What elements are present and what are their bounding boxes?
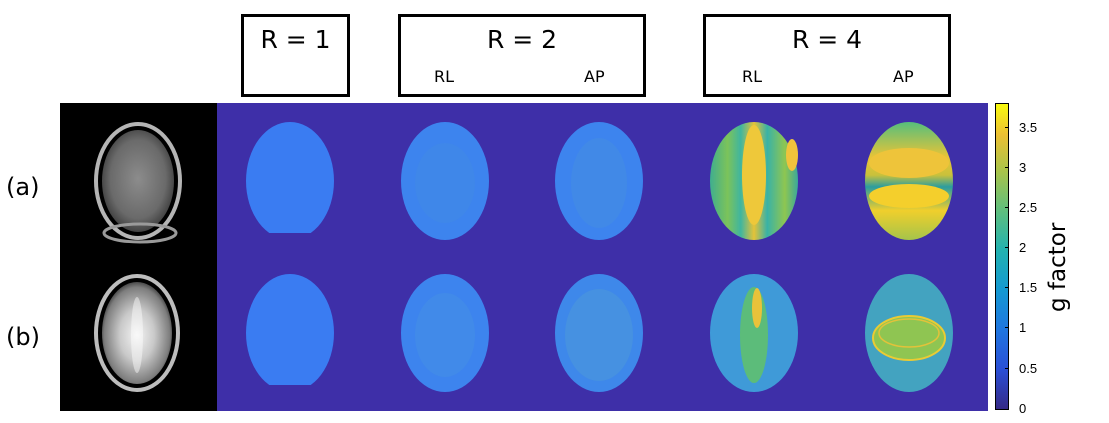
- header-box-r2: R = 2 RL AP: [398, 14, 646, 97]
- magnitude-image-a: [94, 122, 182, 244]
- header-sub-r2-rl: RL: [434, 67, 455, 86]
- map-a-r2-ap: [555, 122, 643, 240]
- header-title-r1: R = 1: [260, 25, 331, 54]
- header-box-r1: R = 1: [241, 14, 350, 97]
- map-b-r4-rl: [710, 274, 798, 392]
- map-b-r2-ap: [555, 274, 643, 392]
- colorbar-tickmark: [1005, 368, 1009, 369]
- colorbar-tick-0: 0: [1019, 401, 1027, 416]
- map-a-r1: [246, 122, 334, 241]
- map-b-r1: [246, 274, 334, 393]
- colorbar-tickmark: [1005, 167, 1009, 168]
- colorbar-tickmark: [1005, 127, 1009, 128]
- map-b-r4-ap: [865, 274, 953, 392]
- header-sub-r4-rl: RL: [742, 67, 763, 86]
- map-a-r2-rl: [401, 122, 489, 240]
- colorbar: [995, 103, 1009, 410]
- row-label-b: (b): [6, 323, 40, 351]
- header-sub-r4-ap: AP: [893, 67, 914, 86]
- header-title-r2: R = 2: [486, 25, 558, 54]
- colorbar-tick-2: 2: [1019, 240, 1027, 255]
- magnitude-image-panel: [60, 103, 217, 411]
- header-box-r4: R = 4 RL AP: [703, 14, 951, 97]
- row-label-a: (a): [6, 173, 40, 201]
- colorbar-tickmark: [1005, 247, 1009, 248]
- header-title-r4: R = 4: [791, 25, 863, 54]
- magnitude-image-b: [94, 274, 180, 392]
- colorbar-tick-2-5: 2.5: [1019, 200, 1038, 215]
- colorbar-tick-1-5: 1.5: [1019, 280, 1038, 295]
- colorbar-tick-1: 1: [1019, 320, 1027, 335]
- colorbar-tick-3-5: 3.5: [1019, 120, 1038, 135]
- g-factor-map-panel: [217, 103, 988, 411]
- colorbar-tickmark: [1005, 207, 1009, 208]
- map-a-r4-rl: [710, 122, 798, 240]
- colorbar-tick-3: 3: [1019, 160, 1027, 175]
- colorbar-label: g factor: [1045, 222, 1071, 312]
- colorbar-tickmark: [1005, 287, 1009, 288]
- map-b-r2-rl: [401, 274, 489, 392]
- colorbar-tick-0-5: 0.5: [1019, 361, 1038, 376]
- colorbar-tickmark: [1005, 327, 1009, 328]
- map-a-r4-ap: [865, 122, 953, 240]
- header-sub-r2-ap: AP: [584, 67, 605, 86]
